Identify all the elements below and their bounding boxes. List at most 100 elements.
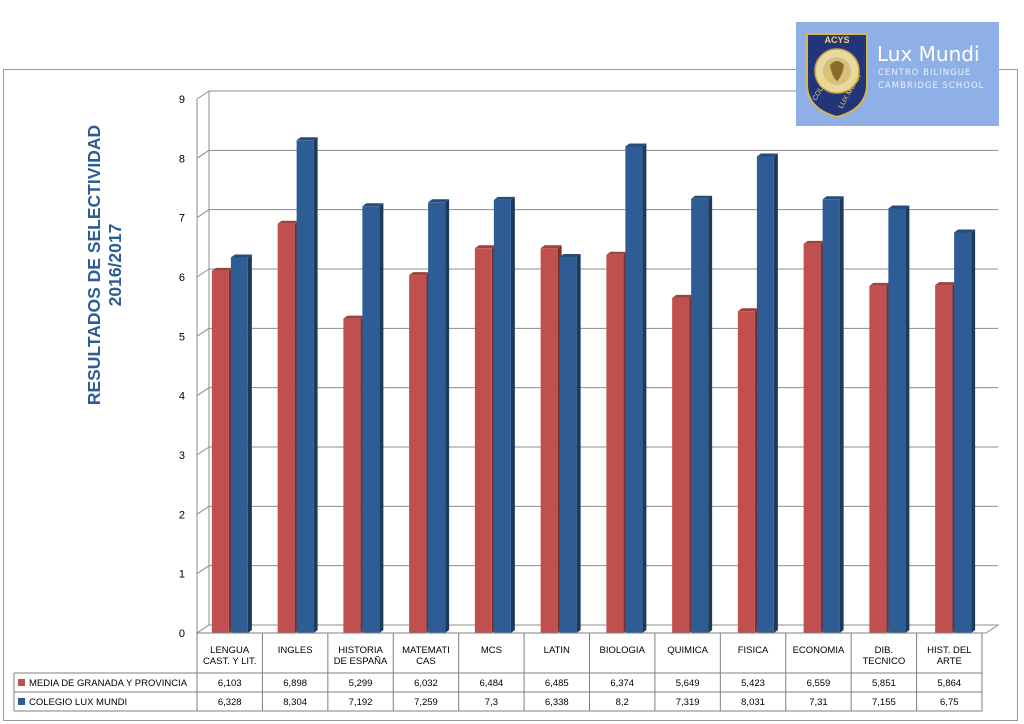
- bar-top: [822, 196, 844, 200]
- bar: [211, 270, 229, 633]
- gridline-depth: [196, 90, 210, 100]
- bar-top: [493, 196, 515, 200]
- gridline-depth: [196, 446, 210, 456]
- svg-text:ACYS: ACYS: [824, 35, 849, 45]
- y-tick-label: 5: [179, 331, 185, 343]
- x-category-label: DE ESPAÑA: [334, 656, 388, 667]
- bar: [954, 232, 972, 633]
- x-category-label: MATEMATI: [402, 645, 450, 656]
- school-logo: ACYS COLEGIO LUX MUNDI Lux Mundi CENTRO …: [796, 22, 999, 126]
- legend-label: MEDIA DE GRANADA Y PROVINCIA: [29, 678, 188, 689]
- x-category-label: TECNICO: [863, 656, 906, 667]
- bar-top: [869, 282, 891, 286]
- data-label: 5,851: [872, 678, 896, 689]
- bar-side: [708, 195, 713, 634]
- school-seal-icon: ACYS COLEGIO LUX MUNDI: [806, 33, 868, 119]
- bar-side: [313, 137, 318, 633]
- bar-top: [625, 143, 647, 147]
- bar-top: [343, 315, 365, 319]
- legend-label: COLEGIO LUX MUNDI: [29, 697, 127, 708]
- chart-title-line-2: 2016/2017: [105, 223, 125, 307]
- bar-top: [277, 220, 299, 224]
- bar-side: [773, 153, 778, 633]
- chart-title-line-1: RESULTADOS DE SELECTIVIDAD: [84, 124, 104, 406]
- x-category-label: LENGUA: [210, 645, 250, 656]
- bar-side: [576, 253, 581, 634]
- bar-side: [445, 199, 450, 634]
- bar: [559, 256, 577, 633]
- bar-side: [379, 203, 384, 634]
- bar-side: [971, 229, 976, 633]
- bar-top: [888, 205, 910, 209]
- bar: [737, 311, 755, 633]
- data-label: 6,374: [610, 678, 634, 689]
- legend-swatch: [18, 698, 25, 705]
- data-label: 5,423: [741, 678, 765, 689]
- bar-side: [839, 196, 844, 634]
- data-label: 6,484: [479, 678, 503, 689]
- gridline-depth: [196, 387, 210, 397]
- x-category-label: QUIMICA: [667, 645, 708, 656]
- bar-side: [642, 143, 647, 633]
- bar: [409, 275, 427, 633]
- bar-top: [606, 251, 628, 255]
- bar-side: [247, 254, 252, 633]
- bar: [935, 285, 953, 633]
- x-category-label: INGLES: [278, 645, 313, 656]
- bar-side: [905, 205, 910, 633]
- bar-top: [737, 308, 759, 312]
- bar: [540, 248, 558, 633]
- data-label: 7,3: [485, 697, 498, 708]
- data-label: 5,299: [349, 678, 373, 689]
- x-category-label: CAS: [416, 656, 436, 667]
- bar: [803, 243, 821, 633]
- legend-swatch: [18, 679, 25, 686]
- data-label: 5,864: [937, 678, 961, 689]
- bar: [343, 318, 361, 633]
- chart-title-text: RESULTADOS DE SELECTIVIDAD 2016/2017: [84, 125, 126, 405]
- data-label: 5,649: [676, 678, 700, 689]
- y-tick-label: 0: [179, 628, 185, 640]
- x-category-label: DIB.: [875, 645, 893, 656]
- logo-name: Lux Mundi: [877, 42, 980, 66]
- bar-top: [803, 240, 825, 244]
- y-tick-label: 7: [179, 213, 185, 225]
- bar-top: [362, 203, 384, 207]
- bar-top: [428, 199, 450, 203]
- bar: [362, 206, 380, 634]
- data-label: 6,75: [940, 697, 959, 708]
- x-category-label: LATIN: [544, 645, 570, 656]
- bar: [672, 297, 690, 633]
- bar: [296, 140, 314, 633]
- bar: [822, 199, 840, 634]
- gridline-depth: [196, 149, 210, 159]
- y-tick-label: 2: [179, 509, 185, 521]
- bar: [277, 223, 295, 633]
- bar-top: [296, 137, 318, 141]
- data-label: 6,898: [283, 678, 307, 689]
- bar: [691, 198, 709, 634]
- y-tick-label: 6: [179, 272, 185, 284]
- x-category-label: ECONOMIA: [793, 645, 845, 656]
- bar-top: [409, 272, 431, 276]
- data-label: 8,031: [741, 697, 765, 708]
- data-label: 6,032: [414, 678, 438, 689]
- bar: [606, 254, 624, 633]
- y-tick-label: 3: [179, 450, 185, 462]
- x-category-label: MCS: [481, 645, 502, 656]
- bar: [625, 146, 643, 633]
- bar-top: [540, 245, 562, 249]
- bar-top: [935, 282, 957, 286]
- data-label: 6,103: [218, 678, 242, 689]
- gridline-depth: [196, 209, 210, 219]
- x-category-label: ARTE: [937, 656, 962, 667]
- bar-top: [559, 253, 581, 257]
- bar: [474, 248, 492, 634]
- data-label: 6,485: [545, 678, 569, 689]
- bar-top: [691, 195, 713, 199]
- data-label: 6,328: [218, 697, 242, 708]
- gridline-depth: [196, 565, 210, 575]
- data-label: 7,155: [872, 697, 896, 708]
- x-category-label: FISICA: [738, 645, 769, 656]
